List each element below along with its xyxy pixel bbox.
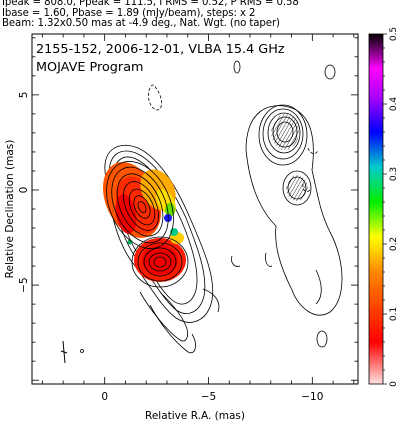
stats-line-2: Ibase = 1.60, Pbase = 1.89 (mJy/beam), s… [2, 7, 256, 19]
y-tick-label: 5 [18, 92, 30, 99]
beam-line: Beam: 1.32x0.50 mas at -4.9 deg., Nat. W… [2, 18, 280, 29]
colorbar-tick-label: 0.3 [389, 167, 399, 181]
panel-title: 2155-152, 2006-12-01, VLBA 15.4 GHz [36, 42, 285, 57]
header-info: Ipeak = 808.0, Ppeak = 111.5, I RMS = 0.… [2, 0, 407, 30]
polarization-color-core [102, 162, 186, 282]
colorbar-tick-label: 0.1 [389, 307, 399, 321]
y-tick-label: −5 [18, 277, 30, 292]
x-tick-label: 0 [101, 391, 108, 403]
y-tick-label: 0 [18, 187, 30, 194]
inner-contours [106, 161, 189, 288]
colorbar [368, 33, 384, 385]
stats-line-1: Ipeak = 808.0, Ppeak = 111.5, I RMS = 0.… [2, 0, 299, 8]
isolated-blobs [80, 60, 336, 353]
colorbar-tick-label: 0.2 [389, 237, 399, 251]
x-tick-label: −5 [201, 391, 216, 403]
west-component-hatching [271, 114, 308, 201]
y-axis-title: Relative Declination (mas) [4, 140, 16, 279]
x-tick-label: −10 [301, 391, 323, 403]
negative-contours [148, 84, 319, 192]
map-area [60, 60, 343, 364]
colorbar-tick-label: 0.4 [389, 97, 399, 112]
colorbar-tick-label: 0 [389, 381, 399, 387]
colorbar-ticks: 0 0.1 0.2 0.3 0.4 0.5 [383, 27, 399, 387]
x-axis-title: Relative R.A. (mas) [145, 410, 245, 422]
panel-subtitle: MOJAVE Program [36, 60, 144, 75]
axes: 0 −5 −10 5 0 −5 [18, 34, 358, 403]
colorbar-tick-label: 0.5 [389, 27, 399, 41]
beam-marker [60, 340, 68, 364]
plot-frame [31, 33, 359, 385]
